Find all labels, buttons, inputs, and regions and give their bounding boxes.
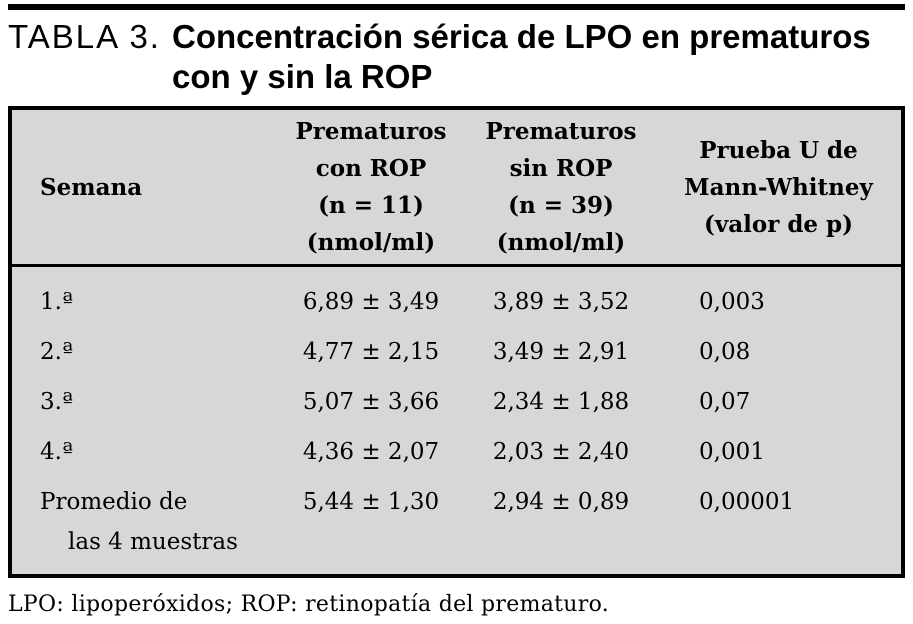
cell-con-rop: 4,36 ± 2,07 bbox=[302, 439, 440, 465]
table-number-label: TABLA 3. bbox=[8, 18, 161, 55]
cell-sin-rop: 3,49 ± 2,91 bbox=[492, 339, 630, 365]
cell-semana: 1.ª bbox=[40, 289, 73, 315]
cell-sin-rop: 2,34 ± 1,88 bbox=[492, 389, 630, 415]
table-caption: TABLA 3. Concentración sérica de LPO en … bbox=[8, 17, 905, 97]
cell-semana: 2.ª bbox=[40, 339, 73, 365]
table-row: 3.ª 5,07 ± 3,66 2,34 ± 1,88 0,07 bbox=[10, 377, 903, 427]
cell-sin-rop: 3,89 ± 3,52 bbox=[492, 289, 630, 315]
header-row: Semana Prematuros con ROP (n = 11) (nmol… bbox=[10, 108, 903, 267]
cell-con-rop: 5,07 ± 3,66 bbox=[302, 389, 440, 415]
column-header-semana: Semana bbox=[10, 108, 276, 267]
top-rule-divider bbox=[8, 4, 905, 10]
table-row: 2.ª 4,77 ± 2,15 3,49 ± 2,91 0,08 bbox=[10, 327, 903, 377]
cell-sin-rop: 2,03 ± 2,40 bbox=[492, 439, 630, 465]
data-table: Semana Prematuros con ROP (n = 11) (nmol… bbox=[8, 106, 905, 578]
cell-p-value: 0,003 bbox=[699, 289, 765, 315]
cell-con-rop: 5,44 ± 1,30 bbox=[302, 489, 440, 515]
cell-con-rop: 6,89 ± 3,49 bbox=[302, 289, 440, 315]
cell-semana: 3.ª bbox=[40, 389, 73, 415]
cell-p-value: 0,08 bbox=[699, 339, 751, 365]
column-header-prematuros-con-rop: Prematuros con ROP (n = 11) (nmol/ml) bbox=[276, 108, 466, 267]
column-header-prueba-u: Prueba U de Mann-Whitney (valor de p) bbox=[656, 108, 903, 267]
cell-con-rop: 4,77 ± 2,15 bbox=[302, 339, 440, 365]
table-title: Concentración sérica de LPO en prematuro… bbox=[172, 18, 871, 95]
cell-p-value: 0,07 bbox=[699, 389, 751, 415]
cell-semana: Promedio de las 4 muestras bbox=[40, 489, 238, 555]
cell-semana: 4.ª bbox=[40, 439, 73, 465]
table-row: 4.ª 4,36 ± 2,07 2,03 ± 2,40 0,001 bbox=[10, 427, 903, 477]
page: TABLA 3. Concentración sérica de LPO en … bbox=[0, 4, 913, 617]
cell-p-value: 0,001 bbox=[699, 439, 765, 465]
footnote: LPO: lipoperóxidos; ROP: retinopatía del… bbox=[8, 592, 610, 617]
column-header-prematuros-sin-rop: Prematuros sin ROP (n = 39) (nmol/ml) bbox=[466, 108, 656, 267]
table-row: 1.ª 6,89 ± 3,49 3,89 ± 3,52 0,003 bbox=[10, 266, 903, 328]
cell-sin-rop: 2,94 ± 0,89 bbox=[492, 489, 630, 515]
cell-p-value: 0,00001 bbox=[699, 489, 795, 515]
table-row: Promedio de las 4 muestras 5,44 ± 1,30 2… bbox=[10, 477, 903, 576]
